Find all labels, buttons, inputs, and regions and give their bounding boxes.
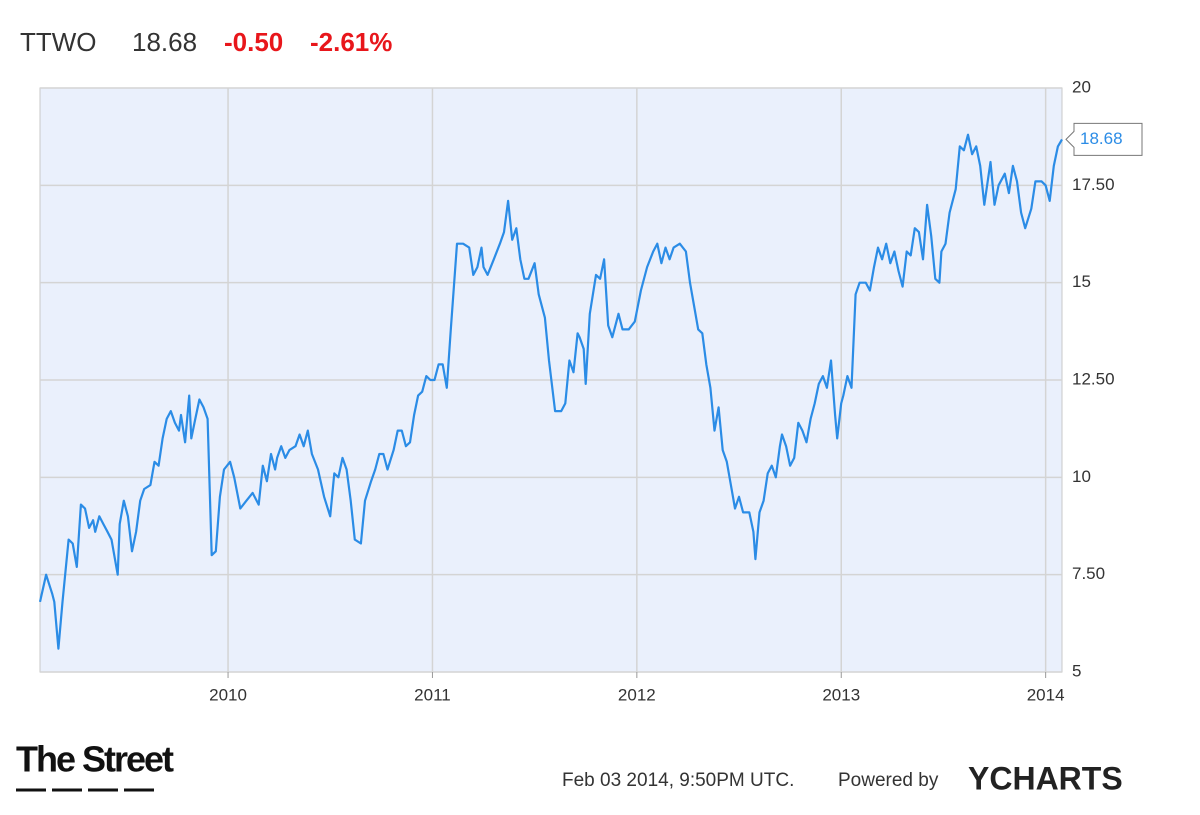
y-tick-label: 10 xyxy=(1072,467,1091,486)
y-tick-label: 17.50 xyxy=(1072,175,1115,194)
y-tick-label: 20 xyxy=(1072,77,1091,96)
y-tick-label: 12.50 xyxy=(1072,369,1115,388)
brand-logo: YCHARTS xyxy=(968,760,1123,796)
x-tick-label: 2011 xyxy=(414,685,451,704)
powered-by: Powered by xyxy=(838,770,939,791)
last-value-box xyxy=(1065,122,1143,156)
y-tick-label: 15 xyxy=(1072,272,1091,291)
timestamp: Feb 03 2014, 9:50PM UTC. xyxy=(562,770,794,791)
x-tick-label: 2012 xyxy=(618,685,656,704)
x-tick-label: 2014 xyxy=(1027,685,1065,704)
price-line xyxy=(38,133,1063,650)
change: -0.50 xyxy=(224,27,283,57)
x-tick-label: 2010 xyxy=(209,685,247,704)
ticker: TTWO xyxy=(20,27,97,57)
y-tick-label: 7.50 xyxy=(1072,564,1105,583)
change-percent: -2.61% xyxy=(310,27,392,57)
price: 18.68 xyxy=(132,27,197,57)
last-value-label: 18.68 xyxy=(1080,129,1123,148)
x-tick-label: 2013 xyxy=(822,685,860,704)
y-tick-label: 5 xyxy=(1072,661,1081,680)
source-logo: The Street xyxy=(16,739,174,780)
